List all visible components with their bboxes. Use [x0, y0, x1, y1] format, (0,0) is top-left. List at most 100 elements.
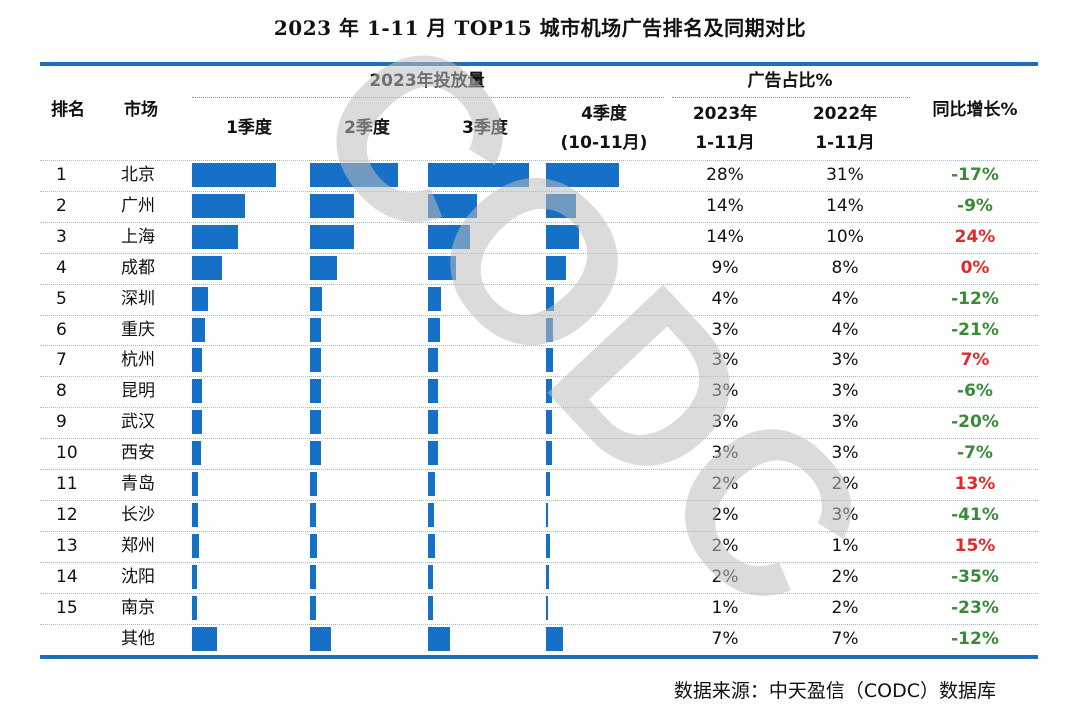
yoy-cell: -21%	[951, 319, 999, 340]
volume-bar-q1	[192, 626, 218, 651]
row-separator	[40, 376, 1038, 378]
volume-bar-q4	[546, 193, 576, 218]
share-2023-cell: 3%	[711, 319, 739, 340]
share-2022-cell: 10%	[826, 226, 864, 247]
volume-bar-q1	[192, 410, 203, 435]
volume-bar-q3	[428, 163, 529, 187]
header-volume-divider	[192, 97, 664, 98]
volume-bar-q4	[546, 410, 552, 435]
volume-bar-q1	[192, 163, 276, 187]
rank-cell: 5	[56, 288, 67, 309]
rank-cell: 14	[56, 566, 78, 587]
row-separator	[40, 561, 1038, 563]
volume-bar-q4	[546, 163, 619, 187]
volume-bar-q2	[310, 626, 332, 651]
header-share2022-line2: 1-11月	[815, 133, 875, 153]
row-separator	[40, 623, 1038, 625]
volume-bar-q1	[192, 379, 203, 404]
volume-bar-q4	[546, 348, 553, 373]
share-2022-cell: 3%	[831, 412, 859, 433]
yoy-cell: -9%	[957, 195, 993, 216]
share-2022-cell: 3%	[831, 381, 859, 402]
volume-bar-q1	[192, 193, 245, 218]
volume-bar-q3	[428, 502, 435, 527]
header-yoy: 同比增长%	[932, 100, 1018, 120]
row-separator	[40, 499, 1038, 501]
rank-cell: 7	[56, 350, 67, 371]
volume-bar-q1	[192, 255, 223, 280]
volume-bar-q2	[310, 595, 317, 620]
volume-bar-q2	[310, 163, 398, 187]
row-separator	[40, 314, 1038, 316]
rank-cell: 3	[56, 226, 67, 247]
yoy-cell: -41%	[951, 504, 999, 525]
rank-cell: 1	[56, 165, 67, 185]
share-2022-cell: 4%	[831, 319, 859, 340]
row-separator	[40, 438, 1038, 440]
volume-bar-q2	[310, 472, 318, 496]
volume-bar-q3	[428, 472, 436, 496]
row-separator	[40, 221, 1038, 223]
city-cell: 长沙	[121, 504, 155, 525]
volume-bar-q2	[310, 348, 321, 373]
city-cell: 沈阳	[121, 566, 155, 587]
volume-bar-q3	[428, 533, 436, 558]
volume-bar-q1	[192, 564, 198, 589]
table-bottom-rule	[40, 655, 1038, 659]
header-volume-group: 2023年投放量	[369, 71, 485, 91]
volume-bar-q2	[310, 410, 321, 435]
yoy-cell: 15%	[954, 535, 996, 556]
row-separator	[40, 407, 1038, 409]
yoy-cell: -7%	[957, 443, 993, 464]
row-separator	[40, 530, 1038, 532]
row-separator	[40, 160, 1038, 161]
volume-bar-q4	[546, 379, 552, 404]
rank-cell: 10	[56, 443, 78, 464]
yoy-cell: -20%	[951, 412, 999, 433]
yoy-cell: -23%	[951, 597, 999, 618]
city-cell: 北京	[121, 165, 155, 185]
yoy-cell: 13%	[954, 474, 996, 494]
volume-bar-q3	[428, 255, 457, 280]
volume-bar-q3	[428, 193, 478, 218]
share-2023-cell: 2%	[711, 504, 739, 525]
volume-bar-q3	[428, 626, 451, 651]
volume-bar-q1	[192, 502, 198, 527]
table-top-rule	[40, 62, 1038, 66]
city-cell: 深圳	[121, 288, 155, 309]
share-2023-cell: 4%	[711, 288, 739, 309]
volume-bar-q4	[546, 626, 563, 651]
city-cell: 西安	[121, 443, 155, 464]
volume-bar-q4	[546, 533, 550, 558]
volume-bar-q3	[428, 224, 471, 249]
volume-bar-q3	[428, 286, 442, 311]
rank-cell: 15	[56, 597, 78, 618]
volume-bar-q1	[192, 472, 198, 496]
volume-bar-q4	[546, 502, 549, 527]
share-2022-cell: 2%	[831, 474, 859, 494]
share-2023-cell: 2%	[711, 474, 739, 494]
chart-title: 2023 年 1-11 月 TOP15 城市机场广告排名及同期对比	[273, 16, 807, 40]
header-share-divider	[672, 97, 910, 98]
volume-bar-q1	[192, 224, 239, 249]
share-2023-cell: 28%	[706, 165, 744, 185]
volume-bar-q4	[546, 564, 549, 589]
share-2022-cell: 1%	[831, 535, 859, 556]
share-2022-cell: 2%	[831, 597, 859, 618]
yoy-cell: -17%	[951, 165, 999, 185]
header-market: 市场	[124, 100, 158, 120]
volume-bar-q4	[546, 317, 553, 342]
share-2022-cell: 2%	[831, 566, 859, 587]
row-separator	[40, 592, 1038, 594]
volume-bar-q2	[310, 379, 321, 404]
yoy-cell: 0%	[960, 257, 990, 278]
share-2022-cell: 14%	[826, 195, 864, 216]
share-2022-cell: 7%	[831, 628, 859, 649]
header-q2: 2季度	[344, 118, 390, 138]
yoy-cell: -6%	[957, 381, 993, 402]
share-2022-cell: 3%	[831, 350, 859, 371]
header-share2023-line2: 1-11月	[695, 133, 755, 153]
share-2023-cell: 3%	[711, 350, 739, 371]
volume-bar-q2	[310, 533, 318, 558]
